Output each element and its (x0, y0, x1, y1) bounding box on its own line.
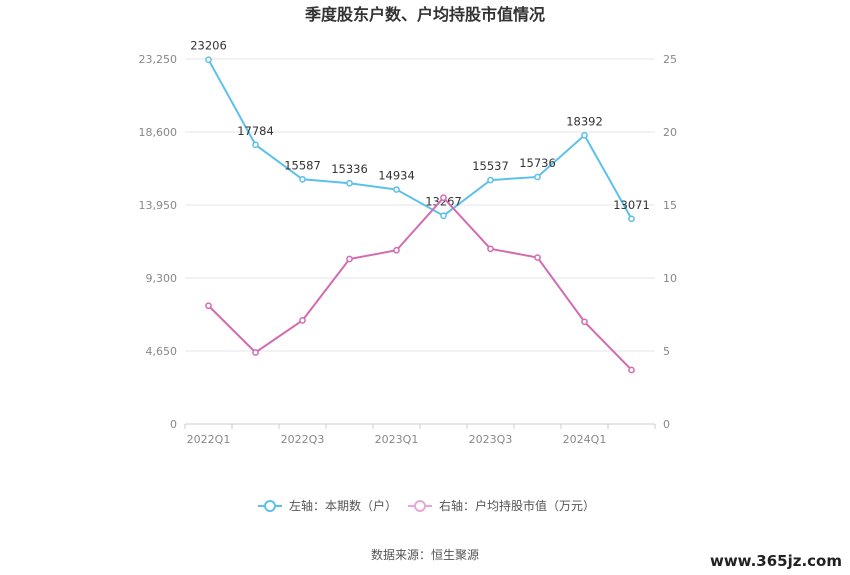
watermark: www.365jz.com (710, 552, 842, 570)
data-point (393, 186, 400, 193)
right-tick-label: 20 (663, 126, 677, 139)
data-point (299, 316, 306, 324)
right-tick-label: 15 (663, 199, 677, 212)
x-tick-label: 2023Q1 (375, 433, 419, 446)
left-tick-label: 18,600 (139, 126, 178, 139)
data-label: 23206 (190, 39, 227, 53)
series-line-0 (207, 59, 633, 220)
right-tick-label: 25 (663, 53, 677, 66)
series-line-1 (207, 196, 633, 371)
data-point (628, 366, 635, 374)
axes: 0 4,650 9,300 13,950 18,600 23,250 0 5 10 15 20 25 2… (139, 53, 678, 446)
legend-label: 左轴：本期数（户） (289, 498, 397, 513)
data-label: 15336 (331, 162, 368, 176)
right-tick-label: 10 (663, 272, 677, 285)
data-point (581, 318, 588, 326)
data-label: 18392 (566, 114, 603, 128)
legend-label: 右轴：户均持股市值（万元） (439, 498, 595, 513)
data-label: 17784 (237, 124, 274, 138)
left-tick-label: 0 (170, 418, 177, 431)
x-tick-label: 2023Q3 (469, 433, 513, 446)
data-point (346, 255, 353, 263)
data-point (534, 173, 541, 181)
x-tick-label: 2024Q1 (563, 433, 607, 446)
left-tick-label: 9,300 (146, 272, 178, 285)
data-point (252, 349, 259, 356)
data-point (252, 141, 259, 149)
chart-title: 季度股东户数、户均持股市值情况 (304, 5, 545, 24)
data-label: 13267 (425, 195, 462, 209)
data-point (440, 194, 447, 202)
right-tick-label: 5 (663, 345, 670, 358)
data-point (487, 176, 494, 184)
right-tick-label: 0 (663, 418, 670, 431)
data-label: 14934 (378, 169, 415, 183)
grid (185, 58, 655, 425)
data-point (205, 56, 212, 64)
left-tick-label: 23,250 (139, 53, 178, 66)
x-tick-label: 2022Q3 (281, 433, 325, 446)
data-point (346, 179, 353, 187)
series: 23206 17784 15587 15336 14934 13267 15537 15736… (190, 39, 650, 374)
data-label: 13071 (613, 198, 650, 212)
data-label: 15537 (472, 159, 509, 173)
data-point (628, 215, 635, 223)
data-point (581, 131, 588, 139)
left-tick-label: 13,950 (139, 199, 178, 212)
data-point (440, 212, 447, 220)
data-point (205, 302, 212, 310)
data-point (534, 254, 541, 261)
left-tick-label: 4,650 (146, 345, 178, 358)
data-point (487, 245, 494, 253)
legend-marker (264, 500, 276, 512)
data-point (393, 246, 400, 254)
data-point (299, 175, 306, 183)
data-label: 15736 (519, 156, 556, 170)
source-note: 数据来源：恒生聚源 (371, 547, 479, 562)
legend[interactable]: 左轴：本期数（户） 右轴：户均持股市值（万元） (258, 498, 595, 513)
x-tick-label: 2022Q1 (187, 433, 231, 446)
data-label: 15587 (284, 158, 321, 172)
legend-marker (414, 500, 426, 512)
